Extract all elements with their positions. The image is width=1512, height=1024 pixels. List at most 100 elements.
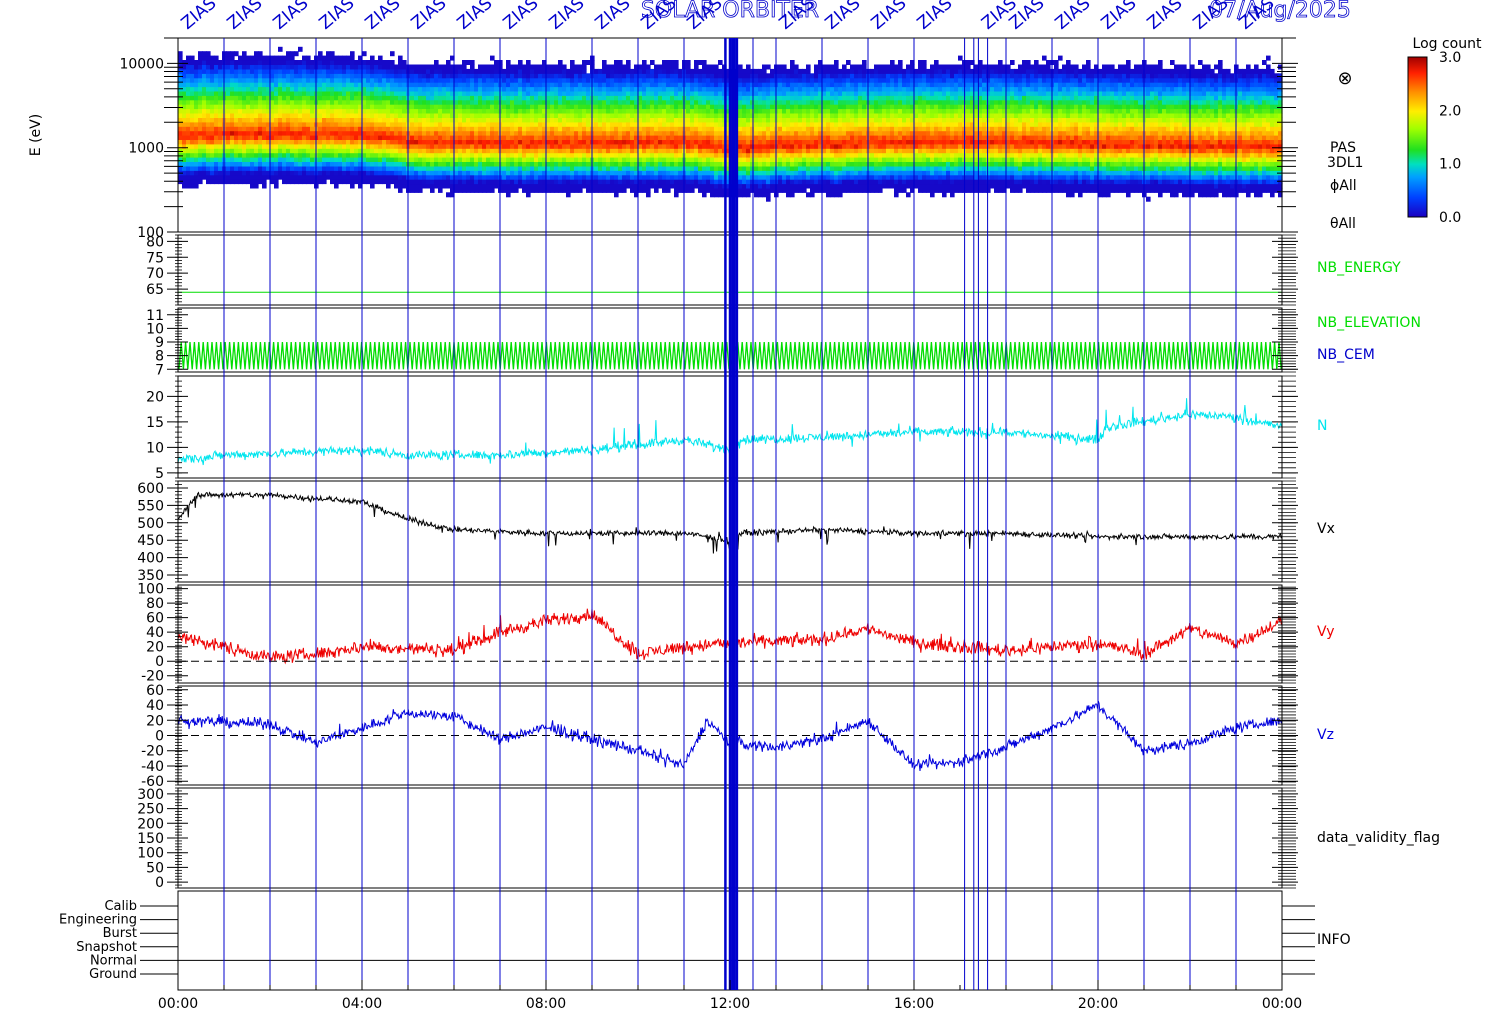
spectrogram-cell: [458, 143, 463, 149]
spectrogram-cell: [850, 152, 855, 158]
spectrogram-cell: [482, 165, 487, 171]
spectrogram-cell: [746, 121, 751, 127]
spectrogram-cell: [326, 143, 331, 149]
spectrogram-cell: [382, 117, 387, 123]
spectrogram-cell: [766, 161, 771, 167]
spectrogram-cell: [186, 113, 191, 118]
spectrogram-cell: [574, 90, 579, 96]
spectrogram-cell: [286, 170, 291, 176]
spectrogram-cell: [726, 95, 731, 101]
spectrogram-cell: [478, 174, 483, 180]
spectrogram-cell: [710, 148, 715, 154]
spectrogram-cell: [502, 179, 507, 185]
spectrogram-cell: [622, 135, 627, 140]
spectrogram-cell: [662, 187, 667, 193]
spectrogram-cell: [810, 174, 815, 180]
spectrogram-cell: [586, 157, 591, 162]
spectrogram-cell: [698, 99, 703, 105]
spectrogram-cell: [646, 152, 651, 158]
spectrogram-cell: [530, 152, 535, 158]
spectrogram-cell: [742, 86, 747, 92]
spectrogram-cell: [302, 179, 307, 185]
spectrogram-cell: [850, 77, 855, 83]
spectrogram-cell: [782, 183, 787, 189]
spectrogram-cell: [194, 126, 199, 132]
spectrogram-cell: [266, 143, 271, 149]
spectrogram-cell: [674, 152, 679, 158]
spectrogram-cell: [246, 130, 251, 136]
spectrogram-cell: [638, 187, 643, 193]
spectrogram-cell: [370, 90, 375, 96]
spectrogram-cell: [478, 68, 483, 74]
spectrogram-cell: [662, 161, 667, 167]
spectrogram-cell: [754, 139, 759, 145]
spectrogram-cell: [322, 179, 327, 185]
spectrogram-cell: [606, 117, 611, 123]
spectrogram-cell: [278, 148, 283, 154]
spectrogram-cell: [234, 179, 239, 185]
spectrogram-cell: [834, 157, 839, 162]
spectrogram-cell: [262, 148, 267, 154]
spectrogram-cell: [242, 126, 247, 132]
spectrogram-cell: [470, 183, 475, 189]
spectrogram-cell: [566, 95, 571, 101]
spectrogram-cell: [230, 143, 235, 149]
spectrogram-cell: [554, 157, 559, 162]
spectrogram-cell: [602, 108, 607, 114]
spectrogram-cell: [810, 187, 815, 193]
spectrogram-cell: [206, 174, 211, 180]
spectrogram-cell: [762, 95, 767, 101]
spectrogram-cell: [594, 139, 599, 145]
spectrogram-cell: [410, 68, 415, 74]
spectrogram-cell: [794, 99, 799, 105]
spectrogram-cell: [794, 126, 799, 132]
spectrogram-cell: [606, 187, 611, 193]
spectrogram-cell: [574, 174, 579, 180]
spectrogram-cell: [566, 82, 571, 88]
spectrogram-cell: [534, 126, 539, 132]
spectrogram-cell: [258, 68, 263, 74]
spectrogram-cell: [554, 77, 559, 83]
spectrogram-cell: [214, 108, 219, 114]
spectrogram-cell: [762, 64, 767, 70]
spectrogram-cell: [522, 187, 527, 193]
spectrogram-cell: [690, 82, 695, 88]
spectrogram-cell: [646, 108, 651, 114]
spectrogram-cell: [798, 95, 803, 101]
spectrogram-cell: [642, 121, 647, 127]
spectrogram-cell: [490, 139, 495, 145]
spectrogram-cell: [790, 130, 795, 136]
spectrogram-cell: [370, 68, 375, 74]
spectrogram-cell: [454, 139, 459, 145]
spectrogram-cell: [602, 68, 607, 74]
spectrogram-cell: [386, 77, 391, 83]
spectrogram-cell: [182, 161, 187, 167]
spectrogram-cell: [254, 68, 259, 74]
spectrogram-cell: [818, 104, 823, 110]
spectrogram-cell: [726, 104, 731, 110]
spectrogram-cell: [586, 143, 591, 149]
spectrogram-cell: [842, 117, 847, 123]
spectrogram-cell: [546, 187, 551, 193]
spectrogram-cell: [230, 157, 235, 162]
spectrogram-cell: [654, 183, 659, 189]
spectrogram-cell: [370, 99, 375, 105]
spectrogram-cell: [274, 183, 279, 189]
spectrogram-cell: [538, 148, 543, 154]
spectrogram-cell: [558, 90, 563, 96]
spectrogram-cell: [570, 183, 575, 189]
spectrogram-cell: [858, 121, 863, 127]
spectrogram-cell: [854, 82, 859, 88]
spectrogram-cell: [374, 86, 379, 92]
spectrogram-cell: [202, 174, 207, 180]
spectrogram-cell: [666, 60, 671, 65]
spectrogram-cell: [566, 135, 571, 140]
spectrogram-cell: [354, 73, 359, 79]
spectrogram-cell: [462, 174, 467, 180]
spectrogram-cell: [778, 73, 783, 79]
spectrogram-cell: [762, 143, 767, 149]
spectrogram-cell: [414, 148, 419, 154]
spectrogram-cell: [254, 179, 259, 185]
spectrogram-cell: [342, 60, 347, 65]
spectrogram-cell: [198, 139, 203, 145]
